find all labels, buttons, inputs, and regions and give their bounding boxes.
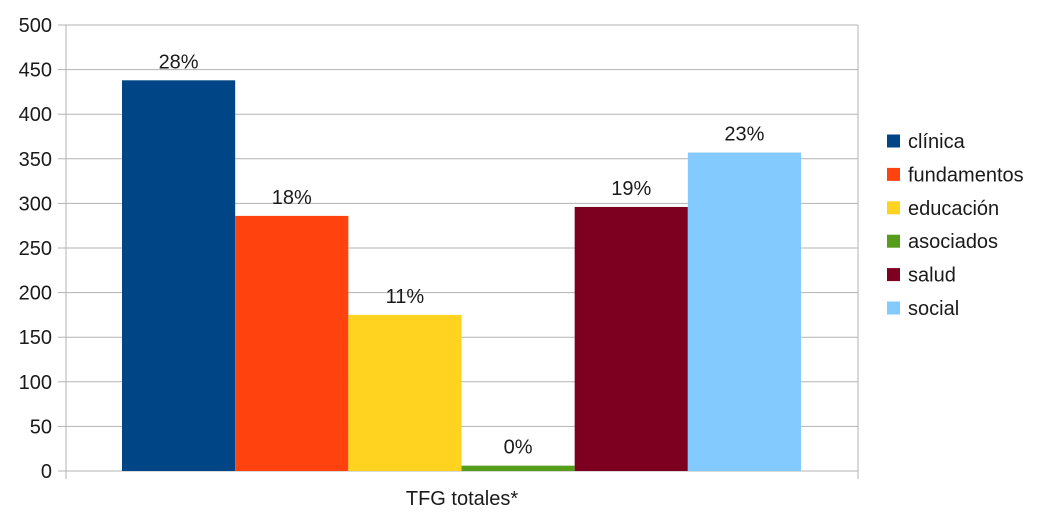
data-label-educación: 11%	[386, 286, 425, 308]
legend-item-salud: salud	[887, 265, 956, 287]
legend-label-fundamentos: fundamentos	[908, 164, 1024, 186]
bar-salud	[574, 206, 688, 471]
y-tick-label: 250	[19, 238, 52, 260]
y-tick-label: 300	[19, 193, 52, 215]
data-label-clínica: 28%	[159, 51, 199, 73]
y-tick-label: 100	[19, 372, 52, 394]
legend-swatch-clínica	[887, 134, 900, 148]
legend-swatch-fundamentos	[887, 167, 900, 181]
bars	[122, 80, 801, 471]
bar-educación	[348, 314, 462, 471]
y-tick-label: 350	[19, 149, 52, 171]
legend-item-educación: educación	[887, 198, 999, 220]
y-tick-label: 500	[19, 15, 52, 37]
bar-asociados	[461, 465, 575, 471]
legend-swatch-salud	[887, 268, 900, 282]
data-labels: 28% 18% 11% 0% 19% 23%	[159, 51, 765, 458]
legend-swatch-social	[887, 301, 900, 315]
axes: 0 50 100 150 200 250 300 350 400 450 500 TFG totale…	[19, 15, 859, 510]
data-label-fundamentos: 18%	[272, 187, 312, 209]
legend-swatch-educación	[887, 201, 900, 215]
y-tick-label: 400	[19, 104, 52, 126]
legend-label-educación: educación	[908, 198, 999, 220]
y-tick-label: 50	[30, 416, 52, 438]
legend-swatch-asociados	[887, 234, 900, 248]
legend-item-fundamentos: fundamentos	[887, 164, 1024, 186]
bar-social	[687, 152, 801, 471]
legend-item-asociados: asociados	[887, 231, 998, 253]
legend-label-social: social	[908, 298, 959, 320]
legend-label-clínica: clínica	[908, 131, 966, 153]
legend: clínica fundamentos educación asociados salu…	[887, 131, 1024, 320]
y-tick-label: 0	[41, 461, 52, 483]
data-label-salud: 19%	[611, 178, 651, 200]
bar-fundamentos	[235, 215, 349, 471]
y-tick-label: 450	[19, 60, 52, 82]
data-label-asociados: 0%	[504, 437, 533, 459]
y-tick-label: 150	[19, 327, 52, 349]
legend-item-social: social	[887, 298, 959, 320]
legend-label-salud: salud	[908, 265, 956, 287]
bar-clínica	[122, 80, 236, 471]
data-label-social: 23%	[724, 124, 764, 146]
legend-label-asociados: asociados	[908, 231, 998, 253]
y-tick-label: 200	[19, 283, 52, 305]
x-category-label: TFG totales*	[406, 488, 518, 510]
legend-item-clínica: clínica	[887, 131, 966, 153]
